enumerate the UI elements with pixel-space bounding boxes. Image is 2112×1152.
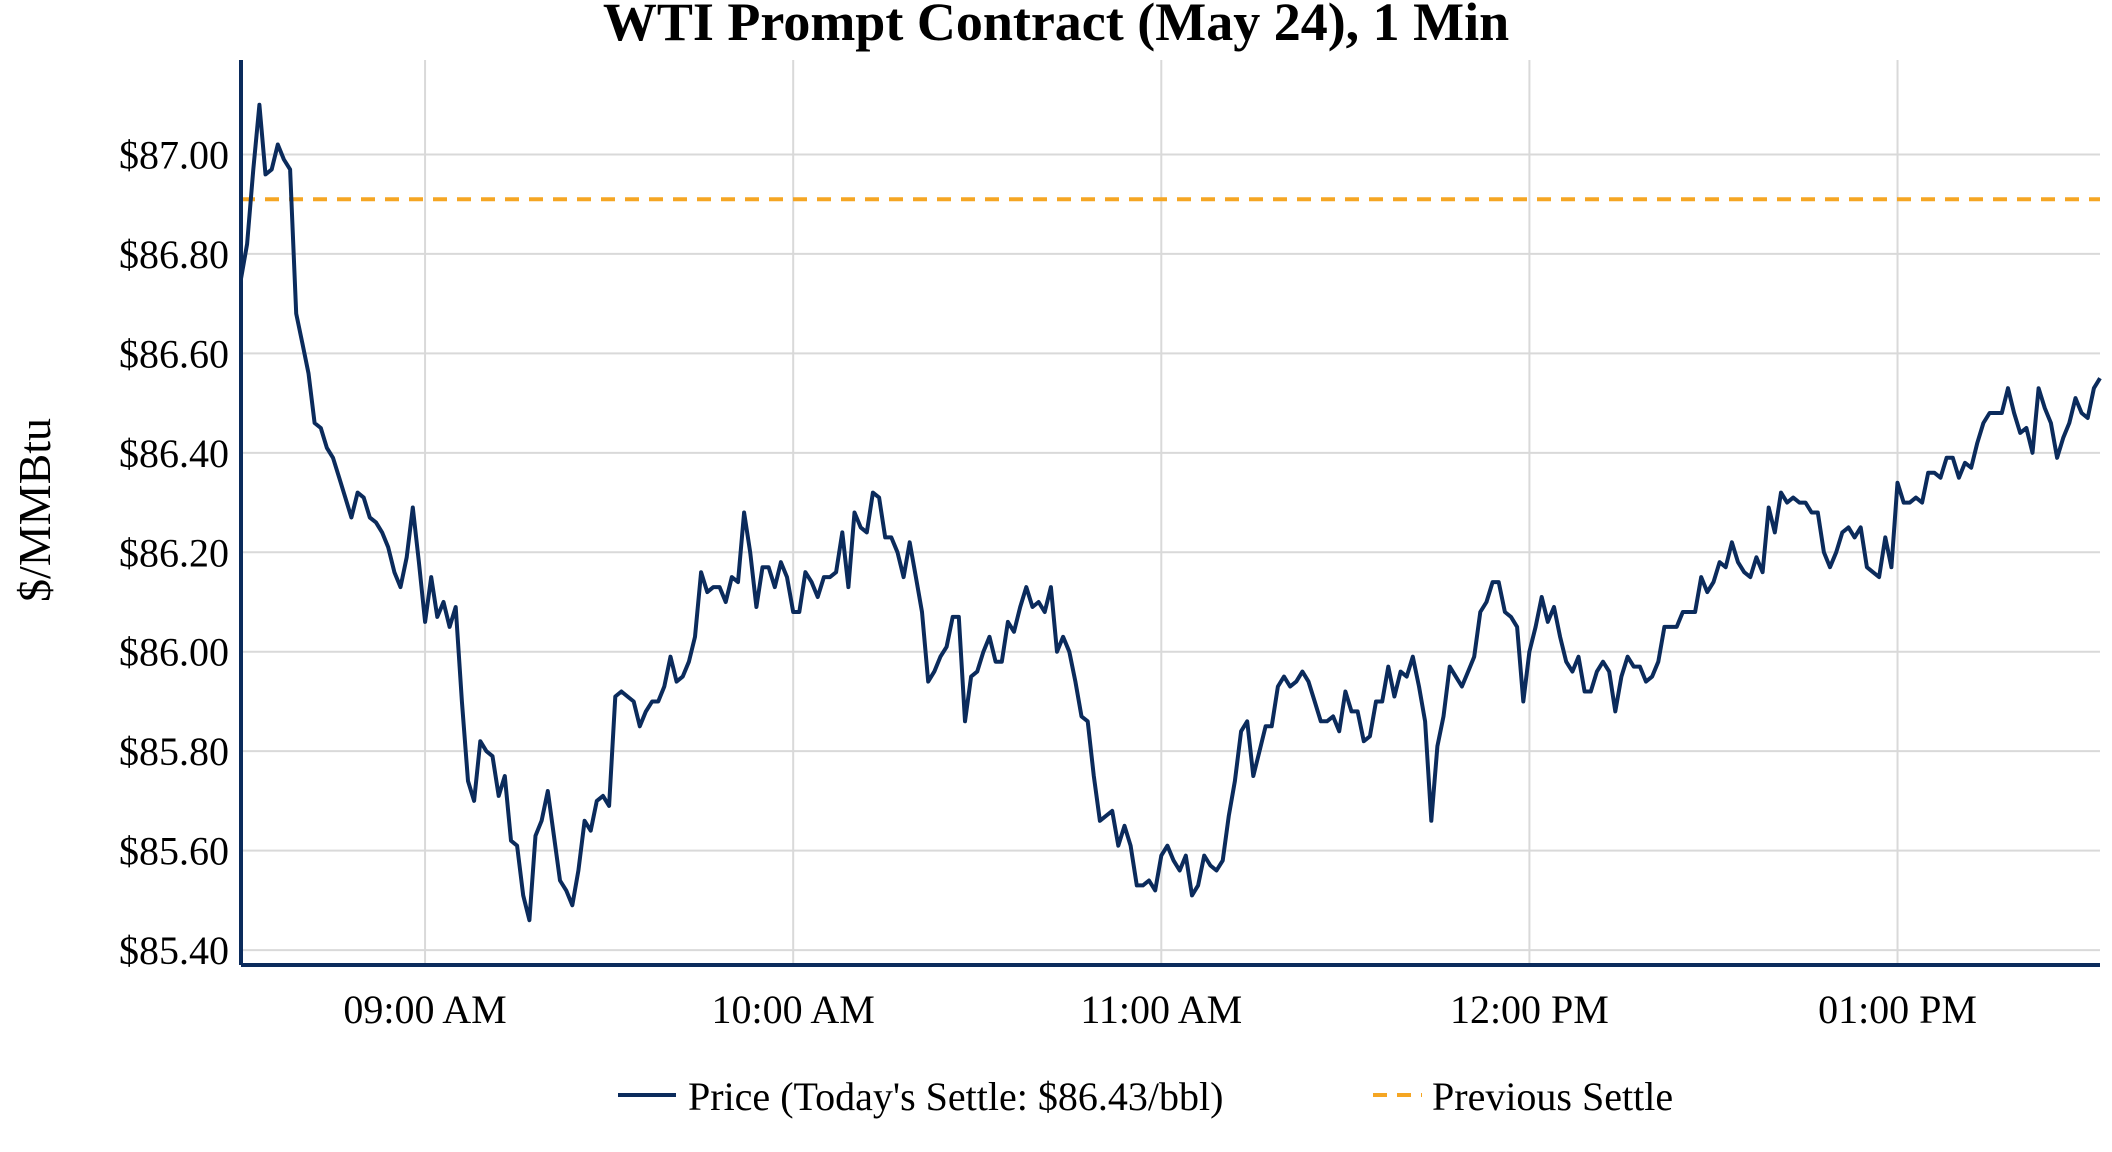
price-series: [239, 102, 2102, 923]
chart-title: WTI Prompt Contract (May 24), 1 Min: [603, 0, 1509, 52]
gridlines: [241, 60, 2100, 965]
legend: Price (Today's Settle: $86.43/bbl) Previ…: [618, 1074, 1673, 1119]
y-tick-label: $85.60: [119, 829, 229, 874]
x-tick-label: 10:00 AM: [711, 987, 874, 1032]
y-tick-label: $86.60: [119, 331, 229, 376]
x-tick-label: 11:00 AM: [1080, 987, 1242, 1032]
x-tick-label: 09:00 AM: [343, 987, 506, 1032]
y-tick-labels: $85.40 $85.60 $85.80 $86.00 $86.20 $86.40 $86.…: [119, 132, 229, 973]
y-tick-label: $87.00: [119, 132, 229, 177]
legend-previous-settle-label: Previous Settle: [1432, 1074, 1673, 1119]
y-tick-label: $85.80: [119, 729, 229, 774]
y-axis-label: $/MMBtu: [9, 418, 60, 602]
y-tick-label: $85.40: [119, 928, 229, 973]
y-tick-label: $86.20: [119, 530, 229, 575]
legend-price-label: Price (Today's Settle: $86.43/bbl): [688, 1074, 1223, 1119]
y-tick-label: $86.80: [119, 232, 229, 277]
axes: [239, 60, 2100, 967]
y-tick-label: $86.40: [119, 431, 229, 476]
price-line: [239, 102, 2102, 923]
y-tick-label: $86.00: [119, 630, 229, 675]
x-tick-label: 01:00 PM: [1818, 987, 1977, 1032]
x-tick-labels: 09:00 AM 10:00 AM 11:00 AM 12:00 PM 01:00 PM: [343, 987, 1977, 1032]
x-tick-label: 12:00 PM: [1450, 987, 1609, 1032]
